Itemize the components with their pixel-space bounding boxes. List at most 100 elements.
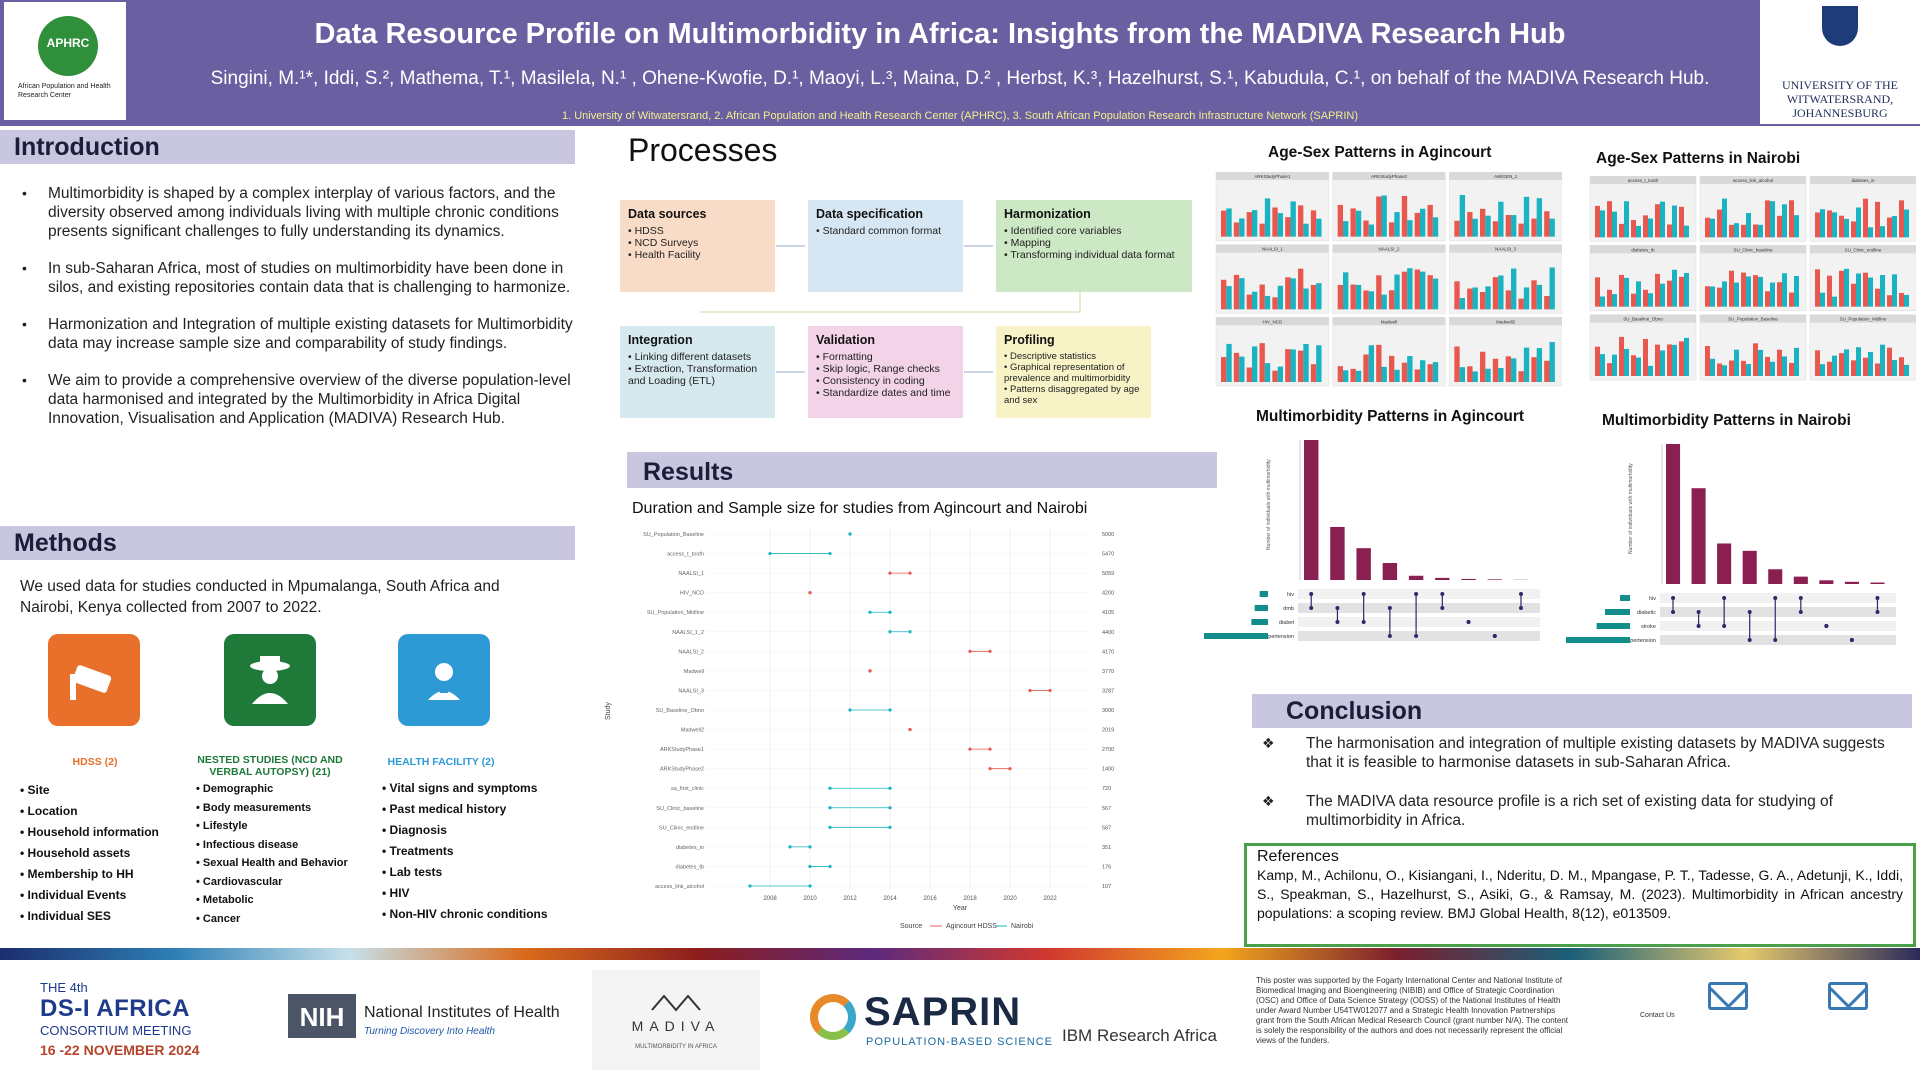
age-bar-male: [1277, 285, 1284, 310]
matrix-dot: [1361, 620, 1366, 624]
age-bar-female: [1337, 284, 1344, 310]
age-bar-male: [1722, 365, 1727, 376]
age-bar-male: [1624, 348, 1629, 376]
age-bar-female: [1310, 210, 1317, 237]
study-label: NAALSI_1_2: [672, 630, 704, 636]
matrix-dot: [1696, 624, 1701, 628]
study-end-point: [988, 649, 992, 653]
age-bar-female: [1765, 356, 1770, 376]
age-bar-female: [1753, 275, 1758, 307]
age-bar-female: [1350, 284, 1356, 310]
sponsor-footer: THE 4th DS-I AFRICA CONSORTIUM MEETING 1…: [0, 960, 1920, 1080]
age-bar-female: [1376, 196, 1382, 237]
age-bar-female: [1899, 293, 1904, 307]
investigator-icon: [224, 634, 316, 726]
age-bar-male: [1672, 269, 1677, 307]
matrix-dot: [1361, 592, 1366, 596]
poster-header: APHRC African Population and Health Rese…: [0, 0, 1920, 126]
age-bar-male: [1355, 370, 1362, 382]
age-bar-female: [1221, 210, 1227, 237]
age-bar-female: [1401, 271, 1408, 310]
study-start-point: [868, 610, 872, 614]
saprin-wordmark: SAPRIN: [864, 990, 1022, 1034]
age-bar-male: [1239, 356, 1245, 382]
study-label: diabetes_in: [676, 845, 704, 851]
condition-label: hypertension: [1625, 638, 1657, 644]
results-heading: Results: [643, 458, 734, 486]
matrix-dot: [1747, 638, 1752, 642]
age-bar-female: [1851, 360, 1856, 376]
intersection-bar: [1435, 577, 1450, 580]
matrix-row: [1298, 631, 1540, 641]
poster-title: Data Resource Profile on Multimorbidity …: [314, 18, 1566, 50]
intersection-bar: [1742, 550, 1757, 584]
list-item: Diagnosis: [382, 820, 548, 841]
age-bar-male: [1684, 337, 1689, 376]
age-bar-male: [1648, 218, 1653, 238]
funding-disclaimer: This poster was supported by the Fogarty…: [1256, 976, 1569, 1045]
age-bar-female: [1376, 344, 1382, 382]
study-start-point: [808, 864, 812, 869]
age-bar-male: [1600, 354, 1605, 376]
list-item: Location: [20, 801, 159, 822]
y-axis-label: Number of individuals with multimorbidit…: [1266, 459, 1272, 550]
age-bar-female: [1875, 288, 1880, 307]
nested-studies-card-title: NESTED STUDIES (NCD AND VERBAL AUTOPSY) …: [197, 754, 343, 778]
set-size-bar: [1254, 605, 1268, 611]
age-bar-male: [1770, 282, 1775, 307]
health-worker-icon: [398, 634, 490, 726]
matrix-dot: [1309, 592, 1314, 596]
intersection-bar: [1461, 578, 1476, 580]
affiliations: 1. University of Witwatersrand, 2. Afric…: [561, 110, 1358, 122]
age-bar-female: [1272, 297, 1278, 310]
study-end-point: [828, 551, 832, 556]
age-bar-male: [1252, 346, 1258, 382]
age-bar-male: [1355, 210, 1362, 237]
age-bar-male: [1794, 347, 1799, 376]
introduction-list: Multimorbidity is shaped by a complex in…: [20, 184, 575, 446]
author-list: Singini, M.¹*, Iddi, S.², Mathema, T.¹, …: [210, 68, 1710, 89]
age-bar-male: [1420, 208, 1426, 237]
age-bar-female: [1717, 209, 1722, 238]
email-icon[interactable]: [1708, 982, 1748, 1010]
study-label: SU_Baseline_Obno: [656, 708, 704, 714]
age-bar-male: [1303, 223, 1309, 237]
age-bar-male: [1368, 224, 1375, 237]
age-bar-male: [1407, 356, 1413, 382]
age-bar-male: [1636, 281, 1641, 307]
study-start-point: [768, 551, 772, 556]
age-bar-male: [1624, 201, 1629, 238]
age-bar-female: [1765, 291, 1770, 307]
facet-label: Madwell: [1381, 319, 1398, 324]
age-bar-female: [1427, 275, 1433, 310]
sample-size-label: 5059: [1102, 571, 1114, 577]
list-item: Lifestyle: [196, 817, 348, 836]
condition-label: diabet: [1279, 620, 1294, 626]
intersection-bar: [1717, 543, 1732, 584]
hdss-item-list: Site Location Household information Hous…: [20, 780, 159, 927]
list-item: Individual SES: [20, 906, 159, 927]
intro-bullet: We aim to provide a comprehensive overvi…: [20, 371, 575, 428]
intro-bullet: In sub-Saharan Africa, most of studies o…: [20, 259, 575, 297]
email-icon[interactable]: [1828, 982, 1868, 1010]
age-bar-female: [1363, 354, 1369, 382]
age-bar-female: [1655, 344, 1660, 376]
matrix-dot: [1440, 606, 1445, 610]
x-tick-label: 2020: [1003, 896, 1017, 902]
age-bar-female: [1221, 357, 1227, 382]
study-end-point: [868, 669, 872, 673]
study-label: NAALSI_2: [678, 649, 704, 655]
age-bar-male: [1549, 342, 1555, 382]
facet-strip: [1700, 176, 1806, 184]
age-bar-female: [1414, 212, 1421, 237]
sample-size-label: 4170: [1102, 649, 1114, 655]
age-bar-female: [1480, 351, 1486, 382]
age-bar-male: [1381, 195, 1387, 237]
age-bar-male: [1758, 276, 1763, 307]
facet-label: SU_Clinic_endline: [1845, 247, 1882, 252]
age-bar-female: [1259, 284, 1265, 310]
nairobi-upset-plot: Number of individuals with multimorbidit…: [1566, 444, 1896, 645]
matrix-dot: [1722, 624, 1727, 628]
agincourt-mm-title: Multimorbidity Patterns in Agincourt: [1256, 408, 1525, 425]
age-bar-female: [1789, 292, 1794, 307]
